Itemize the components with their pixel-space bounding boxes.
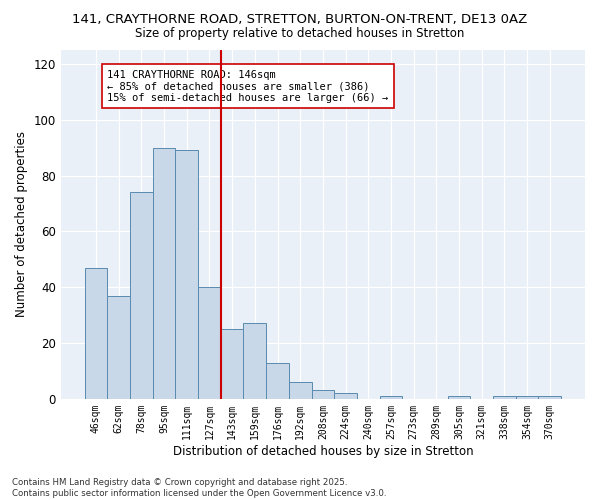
Text: 141 CRAYTHORNE ROAD: 146sqm
← 85% of detached houses are smaller (386)
15% of se: 141 CRAYTHORNE ROAD: 146sqm ← 85% of det… xyxy=(107,70,389,102)
Text: 141, CRAYTHORNE ROAD, STRETTON, BURTON-ON-TRENT, DE13 0AZ: 141, CRAYTHORNE ROAD, STRETTON, BURTON-O… xyxy=(73,12,527,26)
Bar xyxy=(175,150,198,399)
Bar xyxy=(107,296,130,399)
Bar xyxy=(448,396,470,399)
Bar xyxy=(152,148,175,399)
Bar xyxy=(221,329,244,399)
Bar xyxy=(198,287,221,399)
Bar xyxy=(266,362,289,399)
Bar xyxy=(311,390,334,399)
Bar xyxy=(130,192,152,399)
Bar xyxy=(334,394,357,399)
Bar xyxy=(85,268,107,399)
Bar xyxy=(289,382,311,399)
Y-axis label: Number of detached properties: Number of detached properties xyxy=(15,132,28,318)
Bar xyxy=(380,396,403,399)
Text: Size of property relative to detached houses in Stretton: Size of property relative to detached ho… xyxy=(136,28,464,40)
Bar xyxy=(516,396,538,399)
Bar xyxy=(493,396,516,399)
Bar xyxy=(538,396,561,399)
Bar xyxy=(244,324,266,399)
Text: Contains HM Land Registry data © Crown copyright and database right 2025.
Contai: Contains HM Land Registry data © Crown c… xyxy=(12,478,386,498)
X-axis label: Distribution of detached houses by size in Stretton: Distribution of detached houses by size … xyxy=(173,444,473,458)
